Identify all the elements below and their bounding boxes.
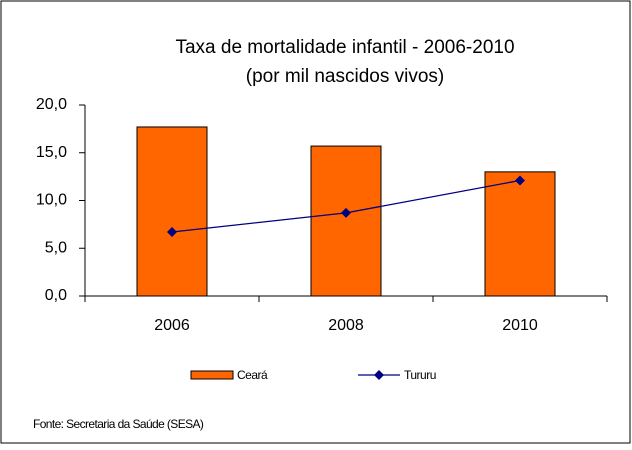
chart-subtitle: (por mil nascidos vivos) [246, 66, 445, 87]
y-tick-label: 15,0 [36, 144, 67, 161]
y-tick-label: 5,0 [45, 239, 67, 256]
legend-label: Tururu [404, 368, 436, 382]
bar [310, 145, 382, 297]
legend-marker [374, 370, 384, 380]
bar [136, 126, 208, 297]
x-tick-label: 2008 [328, 317, 364, 334]
y-tick-label: 0,0 [45, 287, 67, 304]
legend-swatch [190, 370, 234, 380]
y-tick-label: 10,0 [36, 192, 67, 209]
line-marker [341, 207, 351, 218]
legend-label: Ceará [237, 368, 268, 382]
line-marker [515, 175, 525, 186]
y-tick-label: 20,0 [36, 96, 67, 113]
line-marker [167, 227, 177, 238]
bar [484, 171, 556, 297]
x-tick-label: 2006 [154, 317, 190, 334]
chart-title: Taxa de mortalidade infantil - 2006-2010 [175, 37, 514, 58]
x-tick-label: 2010 [502, 317, 538, 334]
source-note: Fonte: Secretaria da Saúde (SESA) [33, 417, 204, 431]
